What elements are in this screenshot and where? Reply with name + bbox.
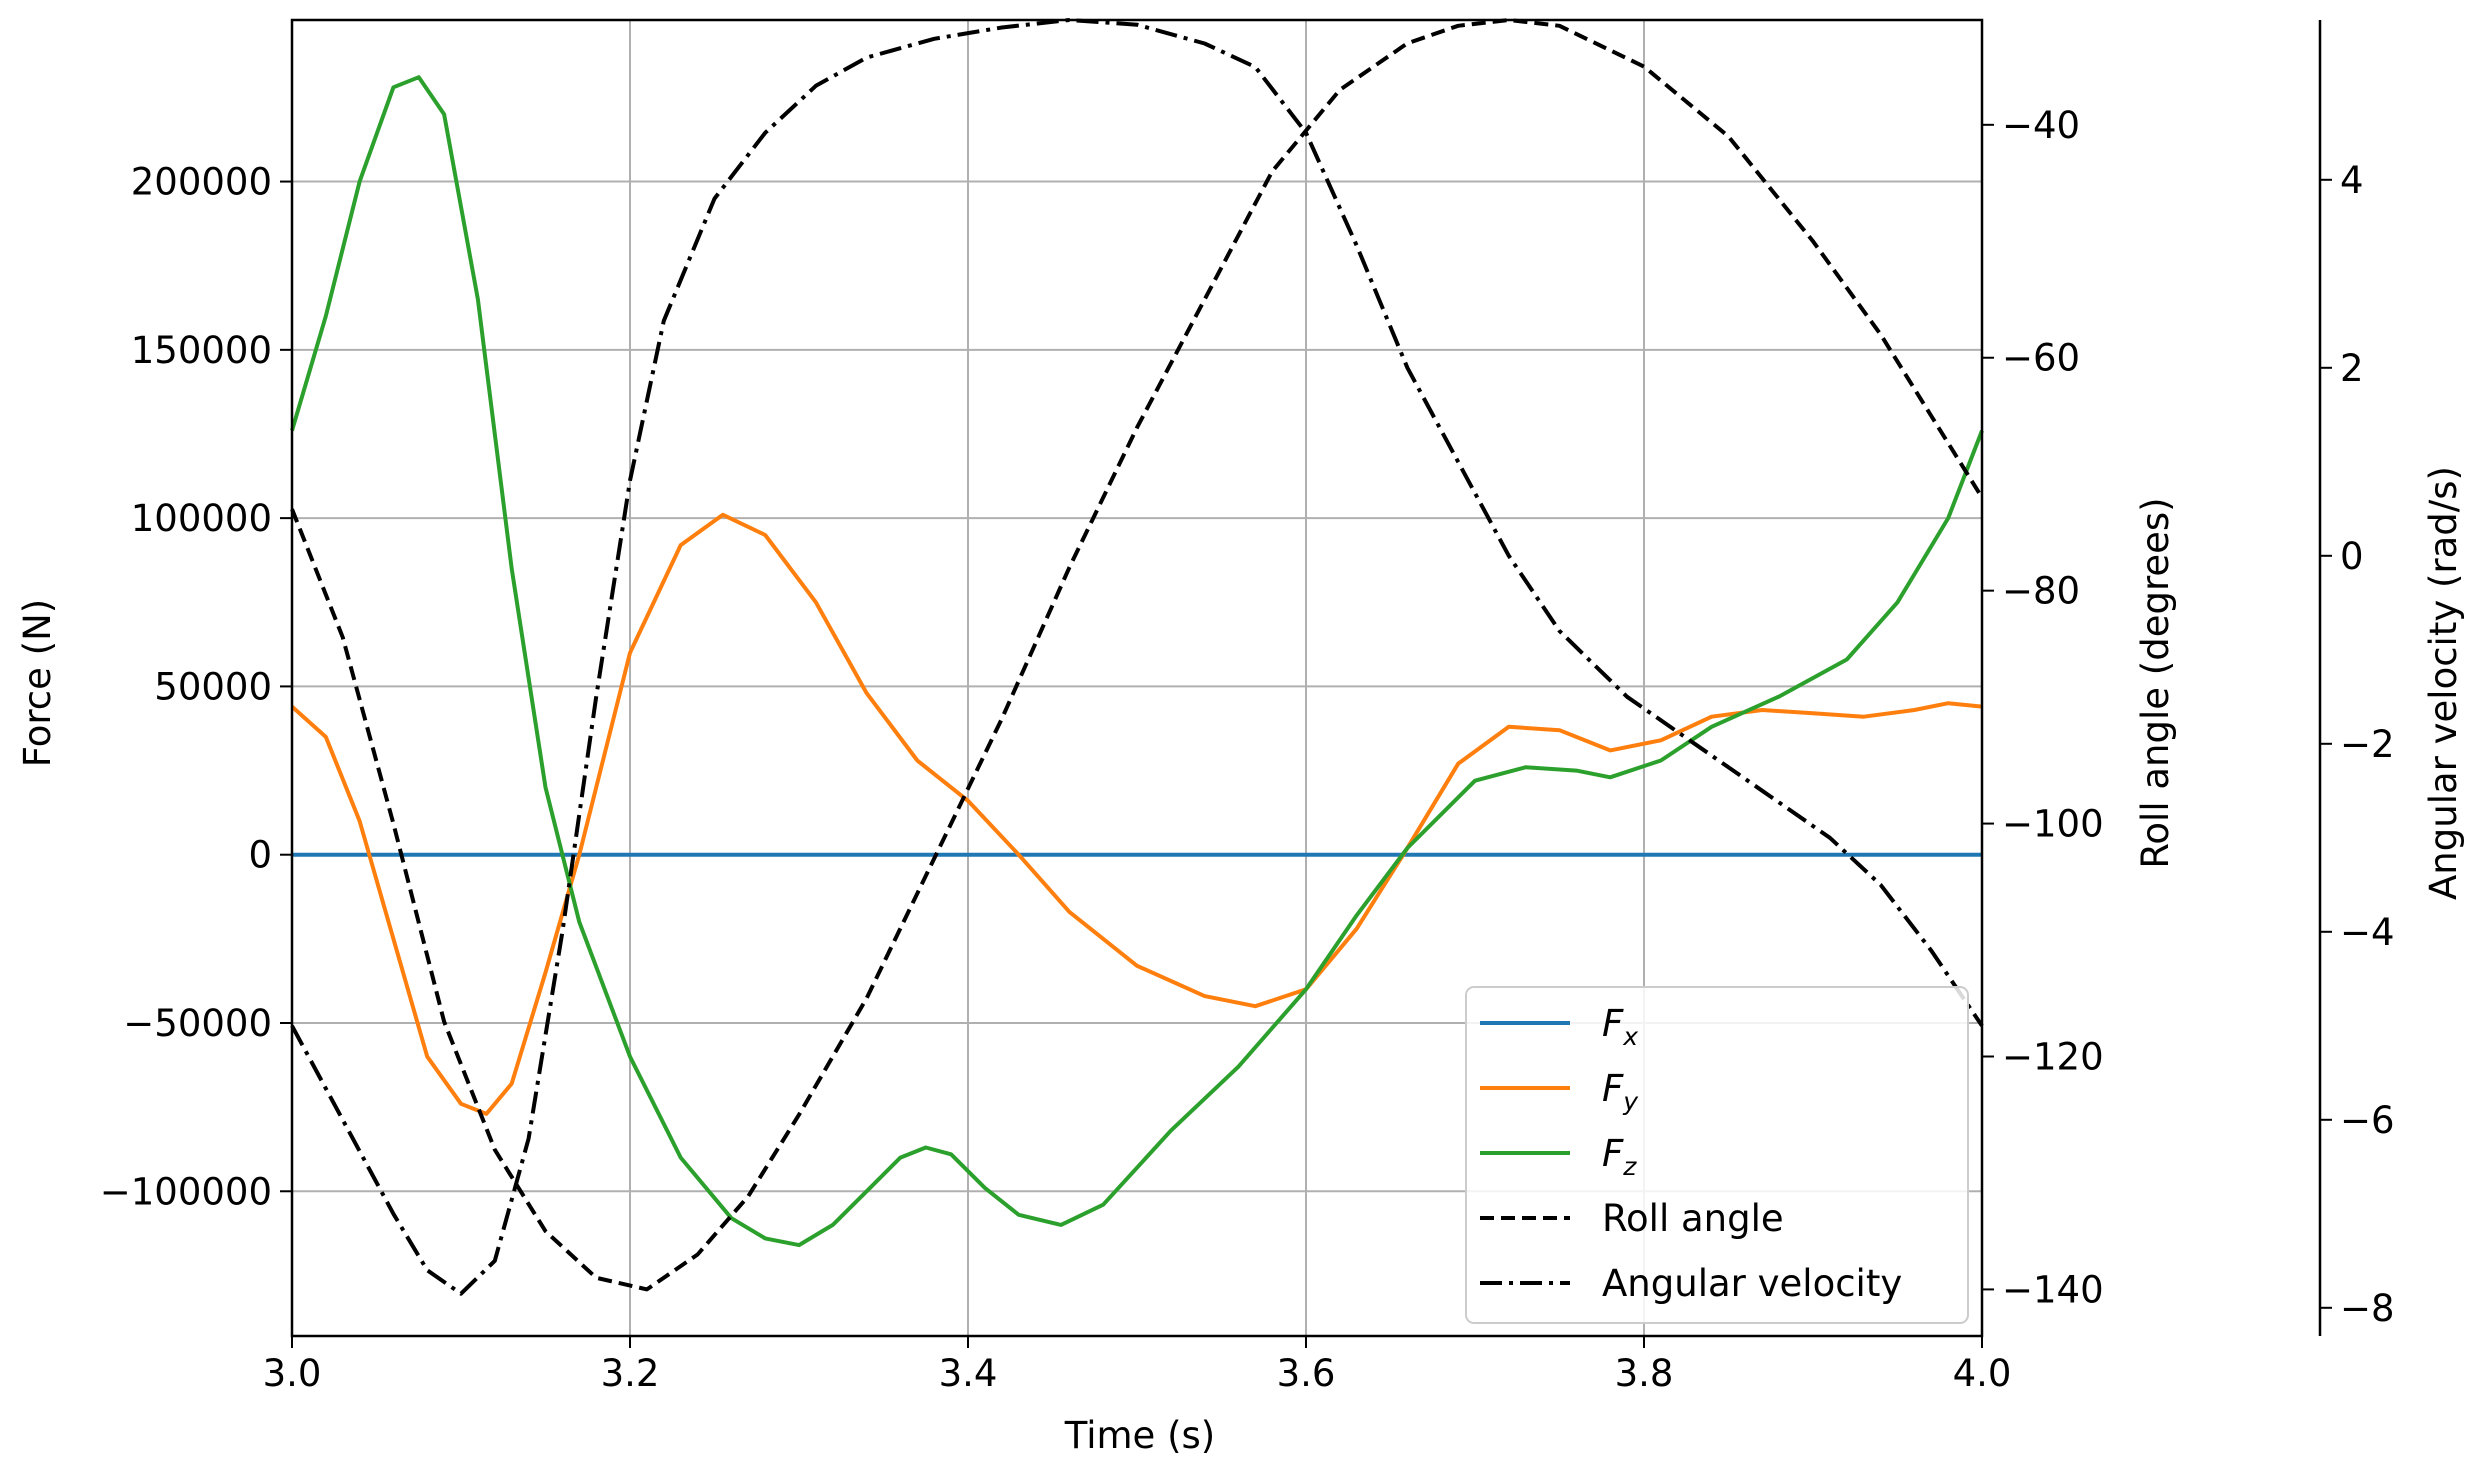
legend-entry-label: Fx [1602,1002,1638,1051]
x-tick-label: 3.6 [1277,1352,1336,1395]
x-axis-label: Time (s) [1064,1414,1215,1457]
legend-entry-label: Fy [1602,1067,1639,1116]
y3-tick-label: 0 [2340,535,2364,578]
y2-tick-label: −60 [2002,337,2080,380]
legend-entry-label: Angular velocity [1602,1262,1902,1305]
y-axis-label: Force (N) [16,599,59,767]
y3-tick-label: −4 [2340,911,2395,954]
y-tick-label: 0 [248,834,272,877]
x-tick-label: 3.4 [939,1352,998,1395]
y2-tick-label: −140 [2002,1268,2104,1311]
plot-frame [290,18,1984,1338]
legend-entry-label: Fz [1602,1132,1637,1181]
y2-tick-label: −120 [2002,1035,2104,1078]
x-tick-label: 3.0 [263,1352,322,1395]
y3-tick-label: −6 [2340,1099,2395,1142]
series-line-roll-angle [290,18,1984,1292]
axes: 3.0 3.2 3.4 3.6 3.8 4.0 200000 150000 100000 5000… [100,18,2395,1395]
y3-tick-label: −8 [2340,1287,2395,1330]
x-tick-label: 3.2 [601,1352,660,1395]
y-tick-label: 200000 [131,161,272,204]
y3-axis-label: Angular velocity (rad/s) [2422,466,2465,900]
y2-axis-label: Roll angle (degrees) [2134,497,2177,868]
y3-tick-label: −2 [2340,723,2395,766]
y2-tick-label: −40 [2002,104,2080,147]
x-tick-label: 4.0 [1953,1352,2012,1395]
y-tick-label: 50000 [154,665,272,708]
series-line-f-z [290,75,1984,1248]
x-tick-label: 3.8 [1615,1352,1674,1395]
y3-tick-label: 2 [2340,347,2364,390]
series-line-angular-velocity [290,18,1984,1296]
legend-box [1465,986,1969,1324]
series-line-f-y [290,512,1983,1116]
y-tick-label: 100000 [131,497,272,540]
y2-tick-label: −80 [2002,570,2080,613]
legend: Fx Fy Fz Roll angle Angular velocity [1465,986,1969,1324]
y-tick-label: 150000 [131,329,272,372]
plot-series [290,18,1984,1296]
y2-tick-label: −100 [2002,803,2104,846]
legend-entry-label: Roll angle [1602,1197,1784,1240]
y3-tick-label: 4 [2340,159,2364,202]
y-tick-label: −100000 [100,1170,272,1213]
y-tick-label: −50000 [123,1002,272,1045]
